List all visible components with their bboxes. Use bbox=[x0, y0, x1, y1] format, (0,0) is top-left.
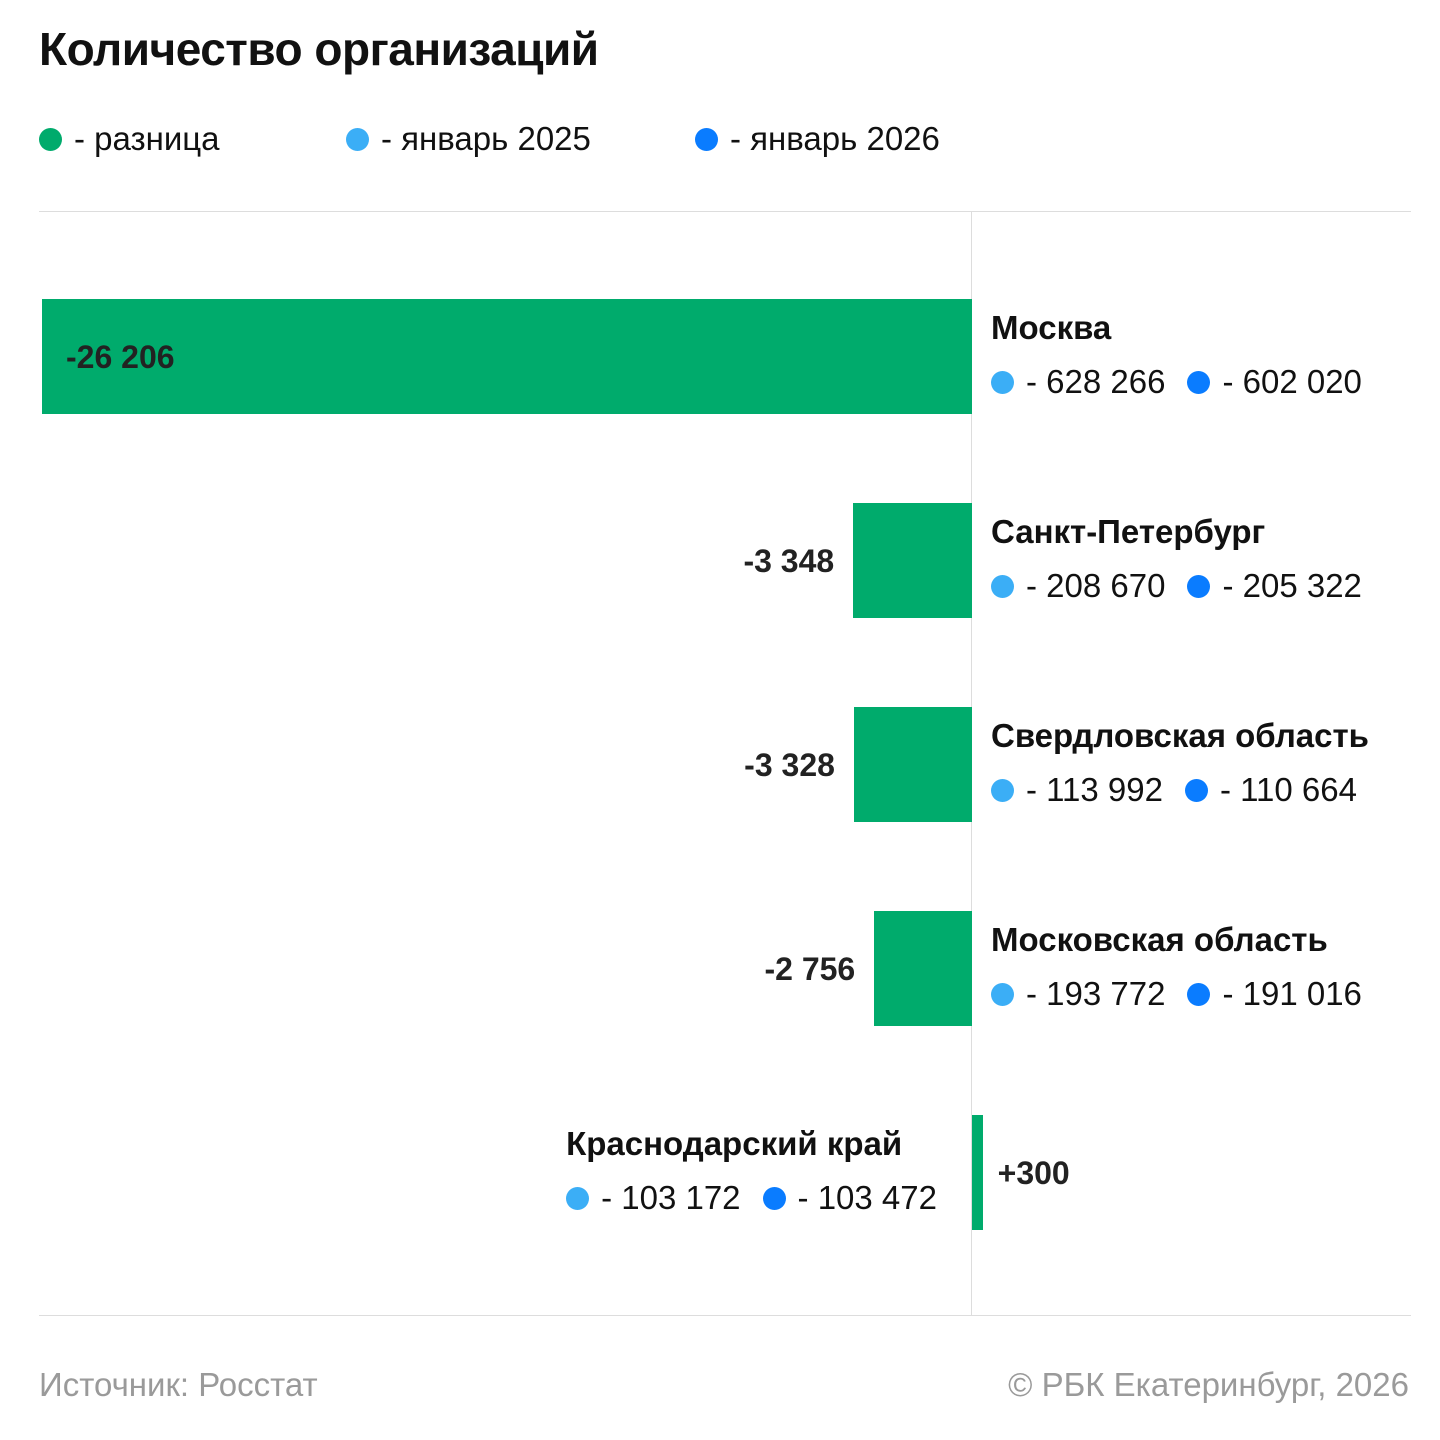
dot-jan-2026-icon bbox=[1187, 982, 1211, 1006]
region-values: - 193 772 - 191 016 bbox=[991, 975, 1362, 1013]
region-name: Москва bbox=[991, 309, 1112, 346]
bar-0 bbox=[42, 299, 972, 414]
region-label-group: Краснодарский край - 103 172 - 103 472 bbox=[566, 1125, 937, 1217]
region-values: - 103 172 - 103 472 bbox=[566, 1179, 937, 1217]
region-values: - 208 670 - 205 322 bbox=[991, 567, 1362, 605]
value-jan-2026: - 103 472 bbox=[797, 1179, 937, 1216]
dot-jan-2026-icon bbox=[1187, 574, 1211, 598]
legend-item-difference: - разница bbox=[39, 120, 220, 158]
dot-jan-2026-icon bbox=[762, 1186, 786, 1210]
dot-jan-2025-icon bbox=[566, 1186, 590, 1210]
bar-4 bbox=[972, 1115, 983, 1230]
top-divider bbox=[39, 211, 1411, 212]
bottom-divider bbox=[39, 1315, 1411, 1316]
region-label-group: Санкт-Петербург - 208 670 - 205 322 bbox=[991, 513, 1362, 605]
region-label-group: Москва - 628 266 - 602 020 bbox=[991, 309, 1362, 401]
value-jan-2025: - 113 992 bbox=[1026, 771, 1163, 808]
bar-value-label: -3 328 bbox=[744, 747, 835, 783]
region-name: Санкт-Петербург bbox=[991, 513, 1266, 550]
value-jan-2026: - 191 016 bbox=[1222, 975, 1362, 1012]
bar-value-label: -2 756 bbox=[764, 951, 856, 987]
legend-dot-lightblue-icon bbox=[346, 127, 369, 151]
legend-label: - разница bbox=[74, 120, 220, 157]
dot-jan-2025-icon bbox=[991, 574, 1014, 598]
legend-label: - январь 2025 bbox=[381, 120, 591, 157]
region-values: - 628 266 - 602 020 bbox=[991, 363, 1362, 401]
chart-title: Количество организаций bbox=[39, 23, 599, 75]
value-jan-2025: - 208 670 bbox=[1026, 567, 1166, 604]
bar-2 bbox=[853, 707, 972, 822]
bar-value-label: -3 348 bbox=[743, 543, 835, 579]
region-name: Московская область bbox=[991, 921, 1328, 958]
region-label-group: Московская область - 193 772 - 191 016 bbox=[991, 921, 1362, 1013]
region-label-group: Свердловская область - 113 992 - 110 664 bbox=[991, 717, 1369, 809]
legend-dot-green-icon bbox=[39, 127, 62, 151]
value-jan-2026: - 602 020 bbox=[1222, 363, 1362, 400]
legend-item-jan-2025: - январь 2025 bbox=[346, 120, 591, 158]
dot-jan-2025-icon bbox=[991, 370, 1014, 394]
bar-value-label: +300 bbox=[997, 1155, 1070, 1191]
value-jan-2025: - 628 266 bbox=[1026, 363, 1166, 400]
bar-1 bbox=[853, 503, 972, 618]
bar-value-label: -26 206 bbox=[66, 339, 175, 375]
dot-jan-2025-icon bbox=[991, 982, 1014, 1006]
legend-item-jan-2026: - январь 2026 bbox=[695, 120, 940, 158]
bar-3 bbox=[874, 911, 972, 1026]
region-name: Краснодарский край bbox=[566, 1125, 903, 1162]
dot-jan-2026-icon bbox=[1185, 778, 1208, 802]
source-note: Источник: Росстат bbox=[39, 1366, 318, 1403]
region-values: - 113 992 - 110 664 bbox=[991, 771, 1369, 809]
dot-jan-2026-icon bbox=[1187, 370, 1211, 394]
value-jan-2026: - 110 664 bbox=[1220, 771, 1357, 808]
legend-label: - январь 2026 bbox=[730, 120, 940, 157]
value-jan-2025: - 103 172 bbox=[601, 1179, 741, 1216]
region-name: Свердловская область bbox=[991, 717, 1369, 754]
copyright: © РБК Екатеринбург, 2026 bbox=[1008, 1366, 1409, 1403]
value-jan-2025: - 193 772 bbox=[1026, 975, 1166, 1012]
legend-dot-blue-icon bbox=[695, 127, 718, 151]
value-jan-2026: - 205 322 bbox=[1222, 567, 1362, 604]
dot-jan-2025-icon bbox=[991, 778, 1014, 802]
